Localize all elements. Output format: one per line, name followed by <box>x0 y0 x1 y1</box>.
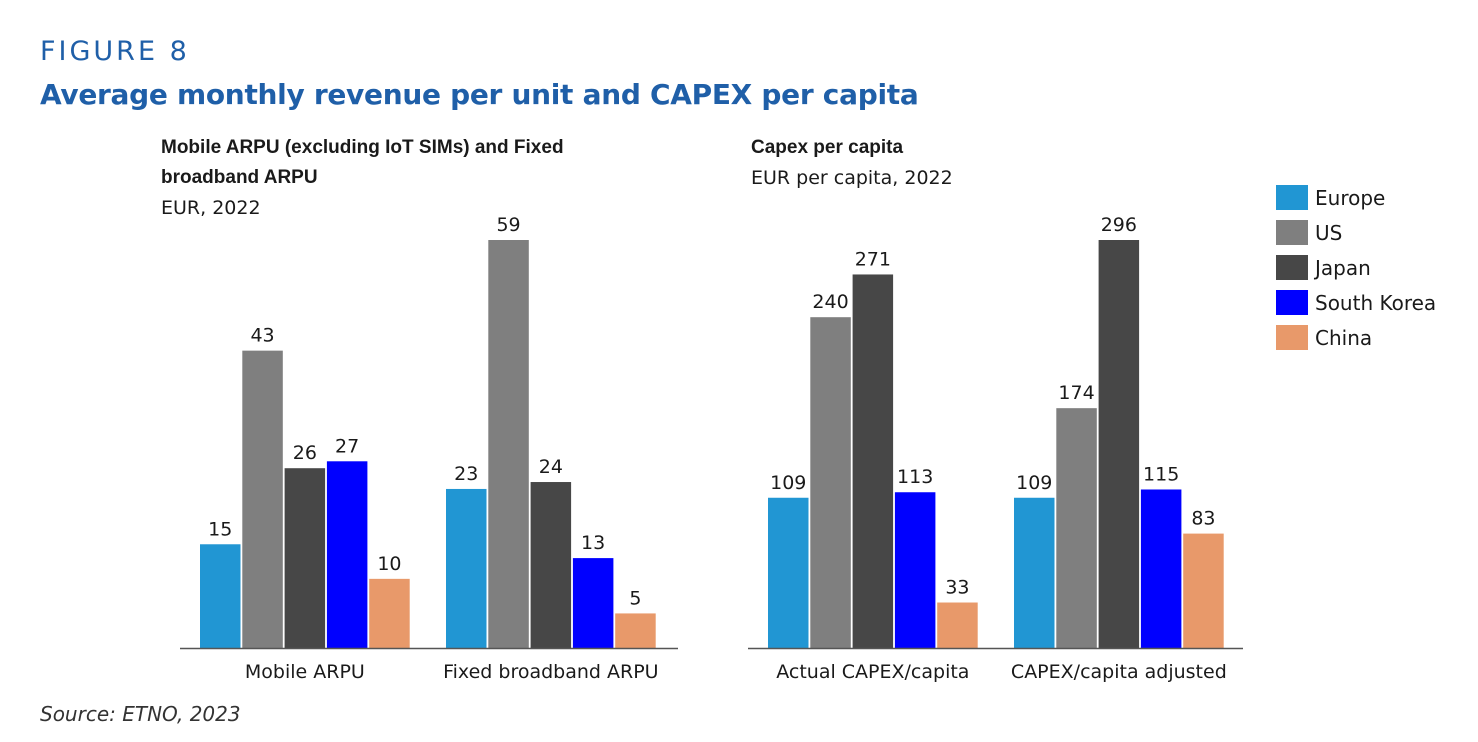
right-panel-title: Capex per capita <box>751 137 904 158</box>
chart-legend: Europe US Japan South Korea China <box>1276 180 1436 355</box>
bar-south-korea-1-2 <box>572 558 614 648</box>
bar-south-korea-2-2 <box>1140 489 1182 648</box>
bar-europe-1-1 <box>200 544 241 648</box>
legend-item-china: China <box>1276 320 1436 355</box>
bar-japan-1-2 <box>530 482 572 648</box>
legend-item-us: US <box>1276 215 1436 250</box>
data-label-china-1-1: 10 <box>377 553 401 575</box>
bar-china-1-2 <box>615 613 656 648</box>
legend-label: US <box>1315 220 1343 245</box>
data-label-japan-1-1: 26 <box>293 442 317 464</box>
bar-us-1-2 <box>488 240 529 648</box>
bar-china-2-2 <box>1183 533 1224 648</box>
data-label-japan-2-2: 296 <box>1101 214 1137 236</box>
data-label-china-1-2: 5 <box>629 587 641 609</box>
bar-japan-2-2 <box>1098 240 1140 648</box>
legend-item-europe: Europe <box>1276 180 1436 215</box>
bar-south-korea-2-1 <box>894 492 936 648</box>
data-label-china-2-1: 33 <box>945 577 969 599</box>
legend-swatch <box>1276 220 1308 245</box>
bar-europe-2-1 <box>768 497 809 648</box>
left-panel-subtitle: EUR, 2022 <box>161 197 261 219</box>
data-label-us-1-1: 43 <box>250 325 274 347</box>
legend-swatch <box>1276 325 1308 350</box>
data-label-south-korea-2-2: 115 <box>1143 463 1179 485</box>
category-label-2-2: CAPEX/capita adjusted <box>1011 661 1227 683</box>
bar-us-2-2 <box>1056 408 1097 648</box>
legend-item-south-korea: South Korea <box>1276 285 1436 320</box>
left-panel-title-line1: Mobile ARPU (excluding IoT SIMs) and Fix… <box>161 137 564 158</box>
data-label-us-2-1: 240 <box>812 291 848 313</box>
legend-label: South Korea <box>1315 290 1437 315</box>
data-label-japan-2-1: 271 <box>855 248 891 270</box>
legend-swatch <box>1276 255 1308 280</box>
bar-china-2-1 <box>937 602 978 648</box>
bar-europe-1-2 <box>446 488 487 648</box>
data-label-us-1-2: 59 <box>496 214 520 236</box>
left-panel-title-line2: broadband ARPU <box>161 167 318 188</box>
figure-title: Average monthly revenue per unit and CAP… <box>40 78 919 111</box>
legend-swatch <box>1276 185 1308 210</box>
bar-us-2-1 <box>810 317 851 648</box>
legend-label: China <box>1315 325 1373 350</box>
data-label-europe-1-1: 15 <box>208 518 232 540</box>
data-label-japan-1-2: 24 <box>539 456 563 478</box>
data-label-europe-1-2: 23 <box>454 463 478 485</box>
data-label-south-korea-1-2: 13 <box>581 532 605 554</box>
source-note: Source: ETNO, 2023 <box>40 702 241 726</box>
legend-item-japan: Japan <box>1276 250 1436 285</box>
bar-japan-1-1 <box>284 468 326 648</box>
category-label-2-1: Actual CAPEX/capita <box>776 661 969 683</box>
figure-label: FIGURE 8 <box>40 36 190 67</box>
data-label-europe-2-1: 109 <box>770 472 806 494</box>
category-label-1-1: Mobile ARPU <box>245 661 365 683</box>
legend-label: Japan <box>1315 255 1371 280</box>
bar-south-korea-1-1 <box>326 461 368 648</box>
data-label-europe-2-2: 109 <box>1016 472 1052 494</box>
bar-china-1-1 <box>369 578 410 648</box>
category-label-1-2: Fixed broadband ARPU <box>443 661 658 683</box>
right-panel-subtitle: EUR per capita, 2022 <box>751 167 953 189</box>
bar-europe-2-2 <box>1014 497 1055 648</box>
bar-us-1-1 <box>242 350 283 648</box>
data-label-us-2-2: 174 <box>1058 382 1094 404</box>
legend-label: Europe <box>1315 185 1386 210</box>
data-label-china-2-2: 83 <box>1191 508 1215 530</box>
bar-japan-2-1 <box>852 274 894 648</box>
data-label-south-korea-1-1: 27 <box>335 435 359 457</box>
legend-swatch <box>1276 290 1308 315</box>
data-label-south-korea-2-1: 113 <box>897 466 933 488</box>
